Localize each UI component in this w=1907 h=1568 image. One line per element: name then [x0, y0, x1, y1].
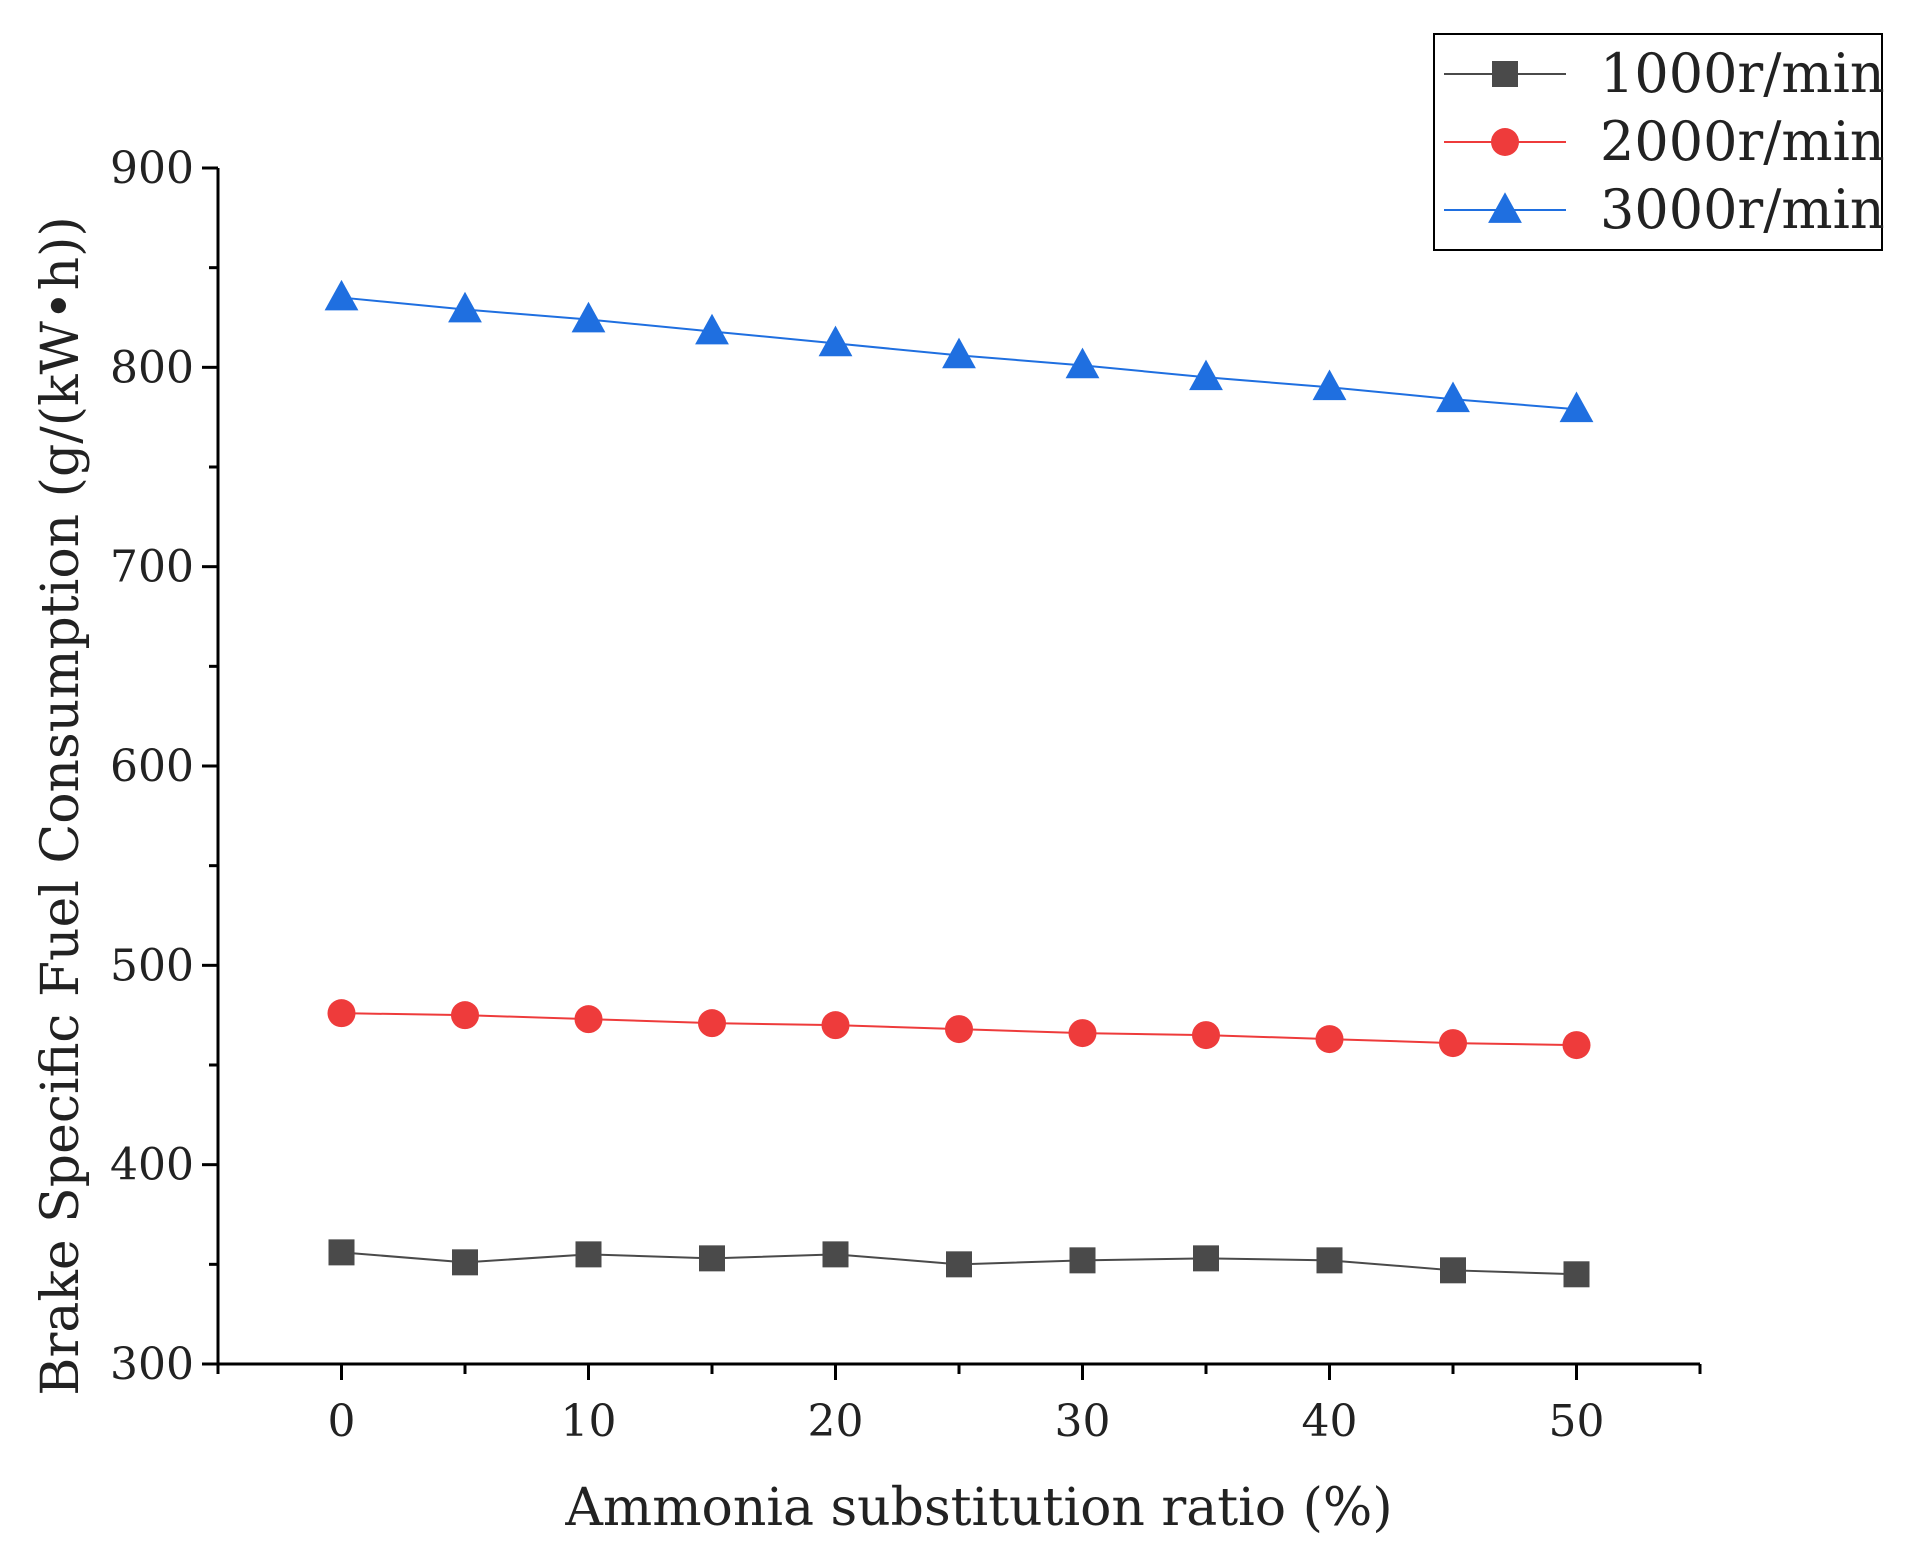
series-3000r-min	[324, 279, 1594, 423]
data-point	[1563, 1261, 1590, 1288]
data-point	[945, 1015, 973, 1044]
data-point	[328, 1239, 355, 1266]
data-point	[946, 1251, 972, 1278]
series-1000r-min	[328, 1239, 1590, 1288]
data-point	[1559, 391, 1594, 423]
y-tick-label: 400	[110, 1140, 194, 1191]
data-point	[1440, 1257, 1466, 1284]
y-tick-label: 500	[110, 940, 194, 991]
data-point	[1069, 1247, 1096, 1274]
data-point	[1436, 381, 1470, 413]
legend-item: 2000r/min	[1444, 110, 1885, 173]
x-tick-label: 0	[328, 1396, 356, 1447]
data-point	[448, 291, 482, 323]
legend-item: 3000r/min	[1444, 178, 1885, 241]
data-point	[821, 1011, 850, 1040]
axes: 300 400 500 600 700 800 900 0 10 20 30 40 50	[110, 143, 1702, 1447]
x-tick-label: 50	[1549, 1396, 1605, 1447]
data-point	[1189, 359, 1223, 391]
x-tick-label: 30	[1055, 1396, 1111, 1447]
data-point	[1068, 1019, 1097, 1048]
legend-marker	[1488, 192, 1522, 223]
data-point	[1193, 1245, 1219, 1272]
legend-item: 1000r/min	[1444, 42, 1885, 105]
data-point	[1439, 1029, 1467, 1058]
data-point	[1065, 347, 1100, 379]
data-point	[1312, 369, 1347, 401]
legend-marker	[1492, 61, 1518, 87]
data-point	[1192, 1021, 1220, 1050]
data-point	[324, 279, 359, 311]
data-point	[1562, 1031, 1591, 1060]
legend-label: 3000r/min	[1600, 178, 1885, 241]
y-axis-title: Brake Specific Fuel Consumption (g/(kW•h…	[31, 216, 91, 1395]
legend-label: 1000r/min	[1600, 42, 1885, 105]
axis-labels: Ammonia substitution ratio (%) Brake Spe…	[31, 216, 1393, 1538]
x-tick-label: 40	[1302, 1396, 1358, 1447]
legend-marker	[1491, 128, 1519, 156]
x-tick-label: 20	[808, 1396, 864, 1447]
data-point	[818, 325, 853, 357]
data-point	[574, 1005, 603, 1034]
data-point	[575, 1241, 602, 1268]
data-point	[698, 1009, 726, 1038]
y-tick-label: 700	[110, 542, 194, 593]
y-tick-label: 800	[110, 342, 194, 393]
x-tick-label: 10	[561, 1396, 617, 1447]
data-point	[451, 1001, 479, 1030]
data-point	[1315, 1025, 1344, 1054]
data-point	[571, 301, 606, 333]
data-point	[695, 313, 729, 345]
data-point	[942, 337, 976, 369]
series-2000r-min	[327, 999, 1591, 1060]
data-point	[327, 999, 356, 1028]
legend-label: 2000r/min	[1600, 110, 1885, 173]
x-axis-title: Ammonia substitution ratio (%)	[564, 1478, 1392, 1538]
data-point	[699, 1245, 725, 1272]
data-point	[822, 1241, 849, 1268]
series-layer	[324, 279, 1594, 1288]
y-tick-label: 900	[110, 143, 194, 194]
data-point	[452, 1249, 478, 1276]
data-point	[1316, 1247, 1343, 1274]
y-tick-label: 600	[110, 741, 194, 792]
y-tick-label: 300	[110, 1339, 194, 1390]
